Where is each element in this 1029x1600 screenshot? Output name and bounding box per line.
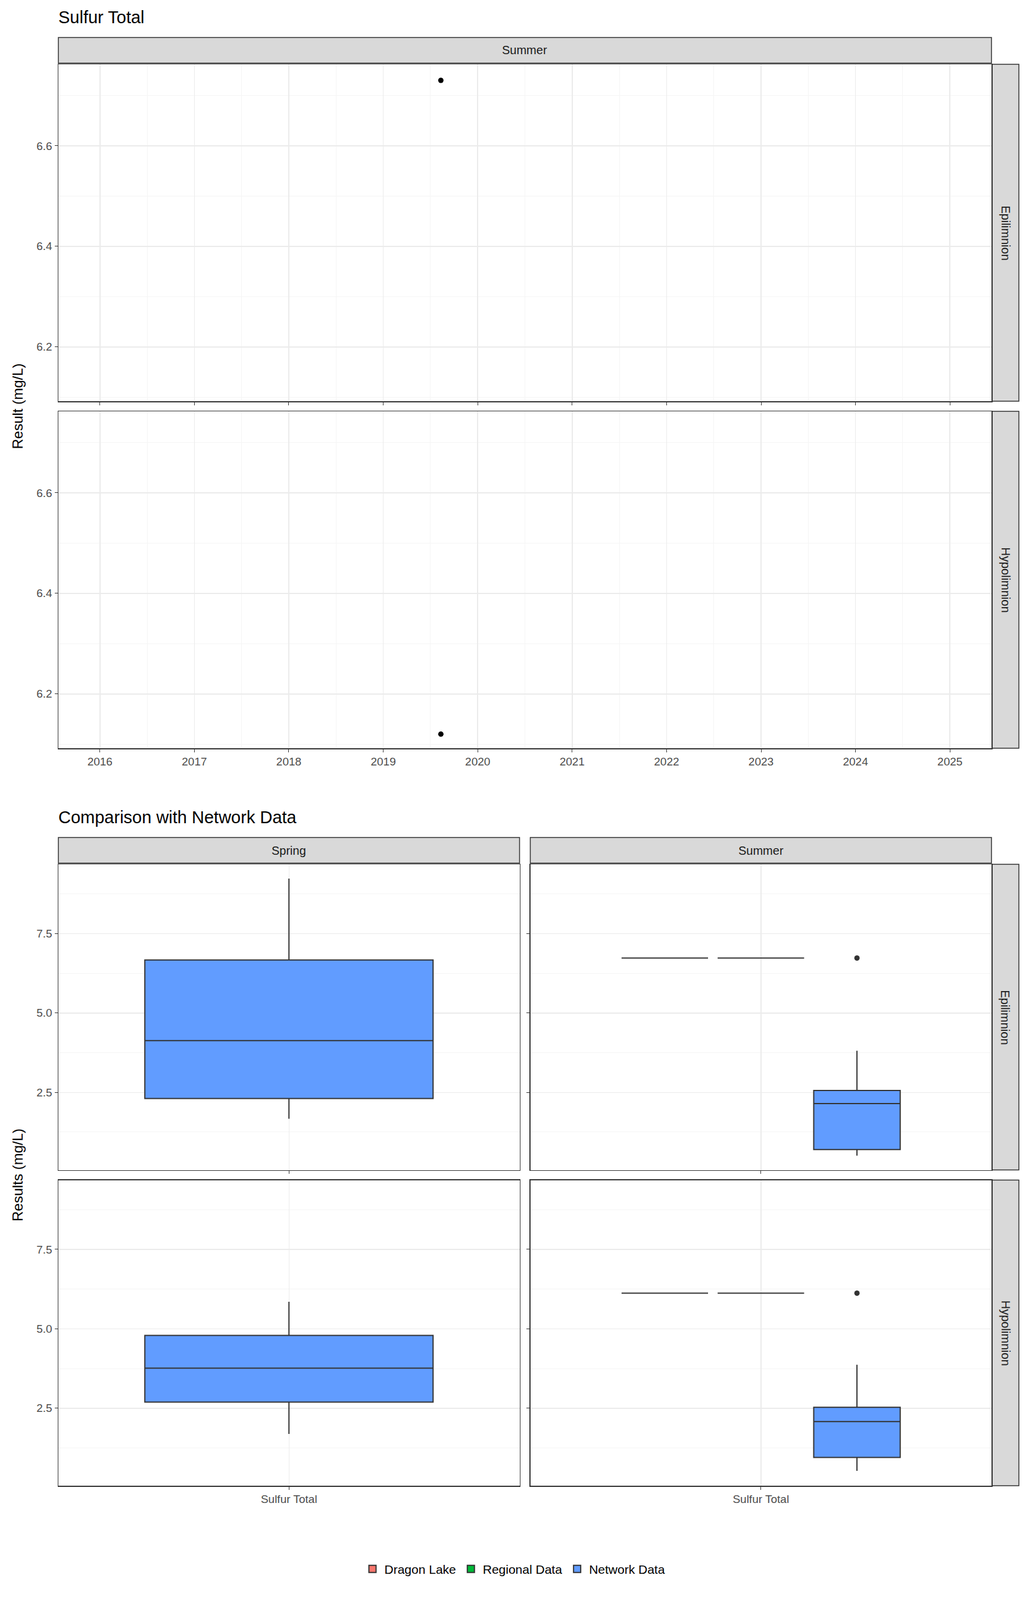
svg-text:Result (mg/L): Result (mg/L) (9, 363, 26, 449)
svg-text:Sulfur Total: Sulfur Total (58, 7, 145, 27)
svg-text:7.5: 7.5 (36, 927, 52, 941)
svg-text:6.4: 6.4 (36, 587, 53, 600)
svg-text:Dragon Lake: Dragon Lake (384, 1563, 457, 1577)
svg-text:Spring: Spring (271, 844, 307, 858)
svg-text:Epilimnion: Epilimnion (998, 990, 1012, 1046)
svg-text:5.0: 5.0 (36, 1006, 52, 1020)
svg-text:Summer: Summer (738, 844, 784, 858)
svg-text:2.5: 2.5 (36, 1402, 52, 1415)
svg-text:Regional Data: Regional Data (482, 1563, 563, 1577)
svg-text:Summer: Summer (501, 43, 548, 57)
svg-text:2023: 2023 (748, 755, 774, 769)
svg-text:2020: 2020 (465, 755, 491, 769)
svg-text:6.6: 6.6 (36, 487, 52, 500)
svg-text:Sulfur Total: Sulfur Total (732, 1493, 790, 1506)
svg-text:2018: 2018 (276, 755, 302, 769)
svg-text:Comparison with Network Data: Comparison with Network Data (58, 808, 298, 828)
svg-text:5.0: 5.0 (36, 1323, 52, 1336)
svg-text:2024: 2024 (842, 755, 869, 769)
svg-text:2.5: 2.5 (36, 1086, 52, 1100)
svg-text:2022: 2022 (653, 755, 679, 769)
svg-text:2025: 2025 (937, 755, 963, 769)
svg-text:6.4: 6.4 (36, 239, 53, 253)
svg-text:Epilimnion: Epilimnion (999, 206, 1013, 261)
svg-text:2017: 2017 (181, 755, 207, 769)
svg-text:2021: 2021 (559, 755, 585, 769)
svg-text:Sulfur Total: Sulfur Total (260, 1493, 318, 1506)
svg-text:Hypolimnion: Hypolimnion (999, 547, 1013, 614)
svg-text:6.6: 6.6 (36, 139, 52, 153)
svg-text:2016: 2016 (87, 755, 113, 769)
svg-text:Results (mg/L): Results (mg/L) (9, 1129, 26, 1222)
svg-text:Hypolimnion: Hypolimnion (999, 1301, 1013, 1367)
svg-text:2019: 2019 (370, 755, 396, 769)
svg-text:6.2: 6.2 (36, 340, 52, 354)
svg-text:6.2: 6.2 (36, 687, 52, 701)
svg-text:Network Data: Network Data (588, 1563, 666, 1577)
svg-text:7.5: 7.5 (36, 1243, 52, 1257)
